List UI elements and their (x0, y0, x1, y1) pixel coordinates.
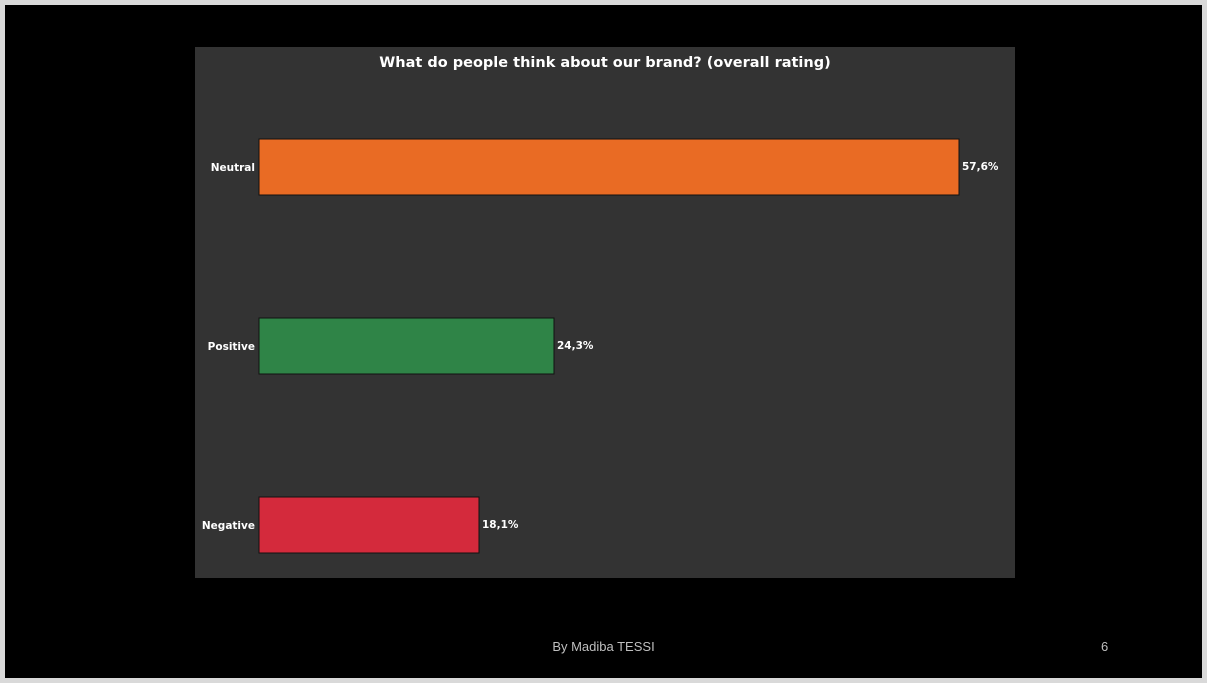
bar-neutral (258, 138, 960, 196)
bar-negative (258, 496, 480, 554)
bar-positive (258, 317, 555, 375)
category-label-neutral: Neutral (211, 162, 255, 174)
chart-title: What do people think about our brand? (o… (379, 55, 831, 71)
bar-chart: Neutral 57,6% Positive 24,3% Negative 18,1% (202, 138, 999, 554)
value-label-negative: 18,1% (482, 519, 519, 531)
chart-panel: What do people think about our brand? (o… (195, 47, 1015, 578)
value-label-positive: 24,3% (557, 340, 594, 352)
slide-number: 6 (1101, 639, 1109, 654)
slide: What do people think about our brand? (o… (5, 5, 1202, 678)
value-label-neutral: 57,6% (962, 161, 999, 173)
footer-author: By Madiba TESSI (552, 639, 655, 654)
category-label-positive: Positive (208, 341, 255, 353)
category-label-negative: Negative (202, 520, 255, 532)
